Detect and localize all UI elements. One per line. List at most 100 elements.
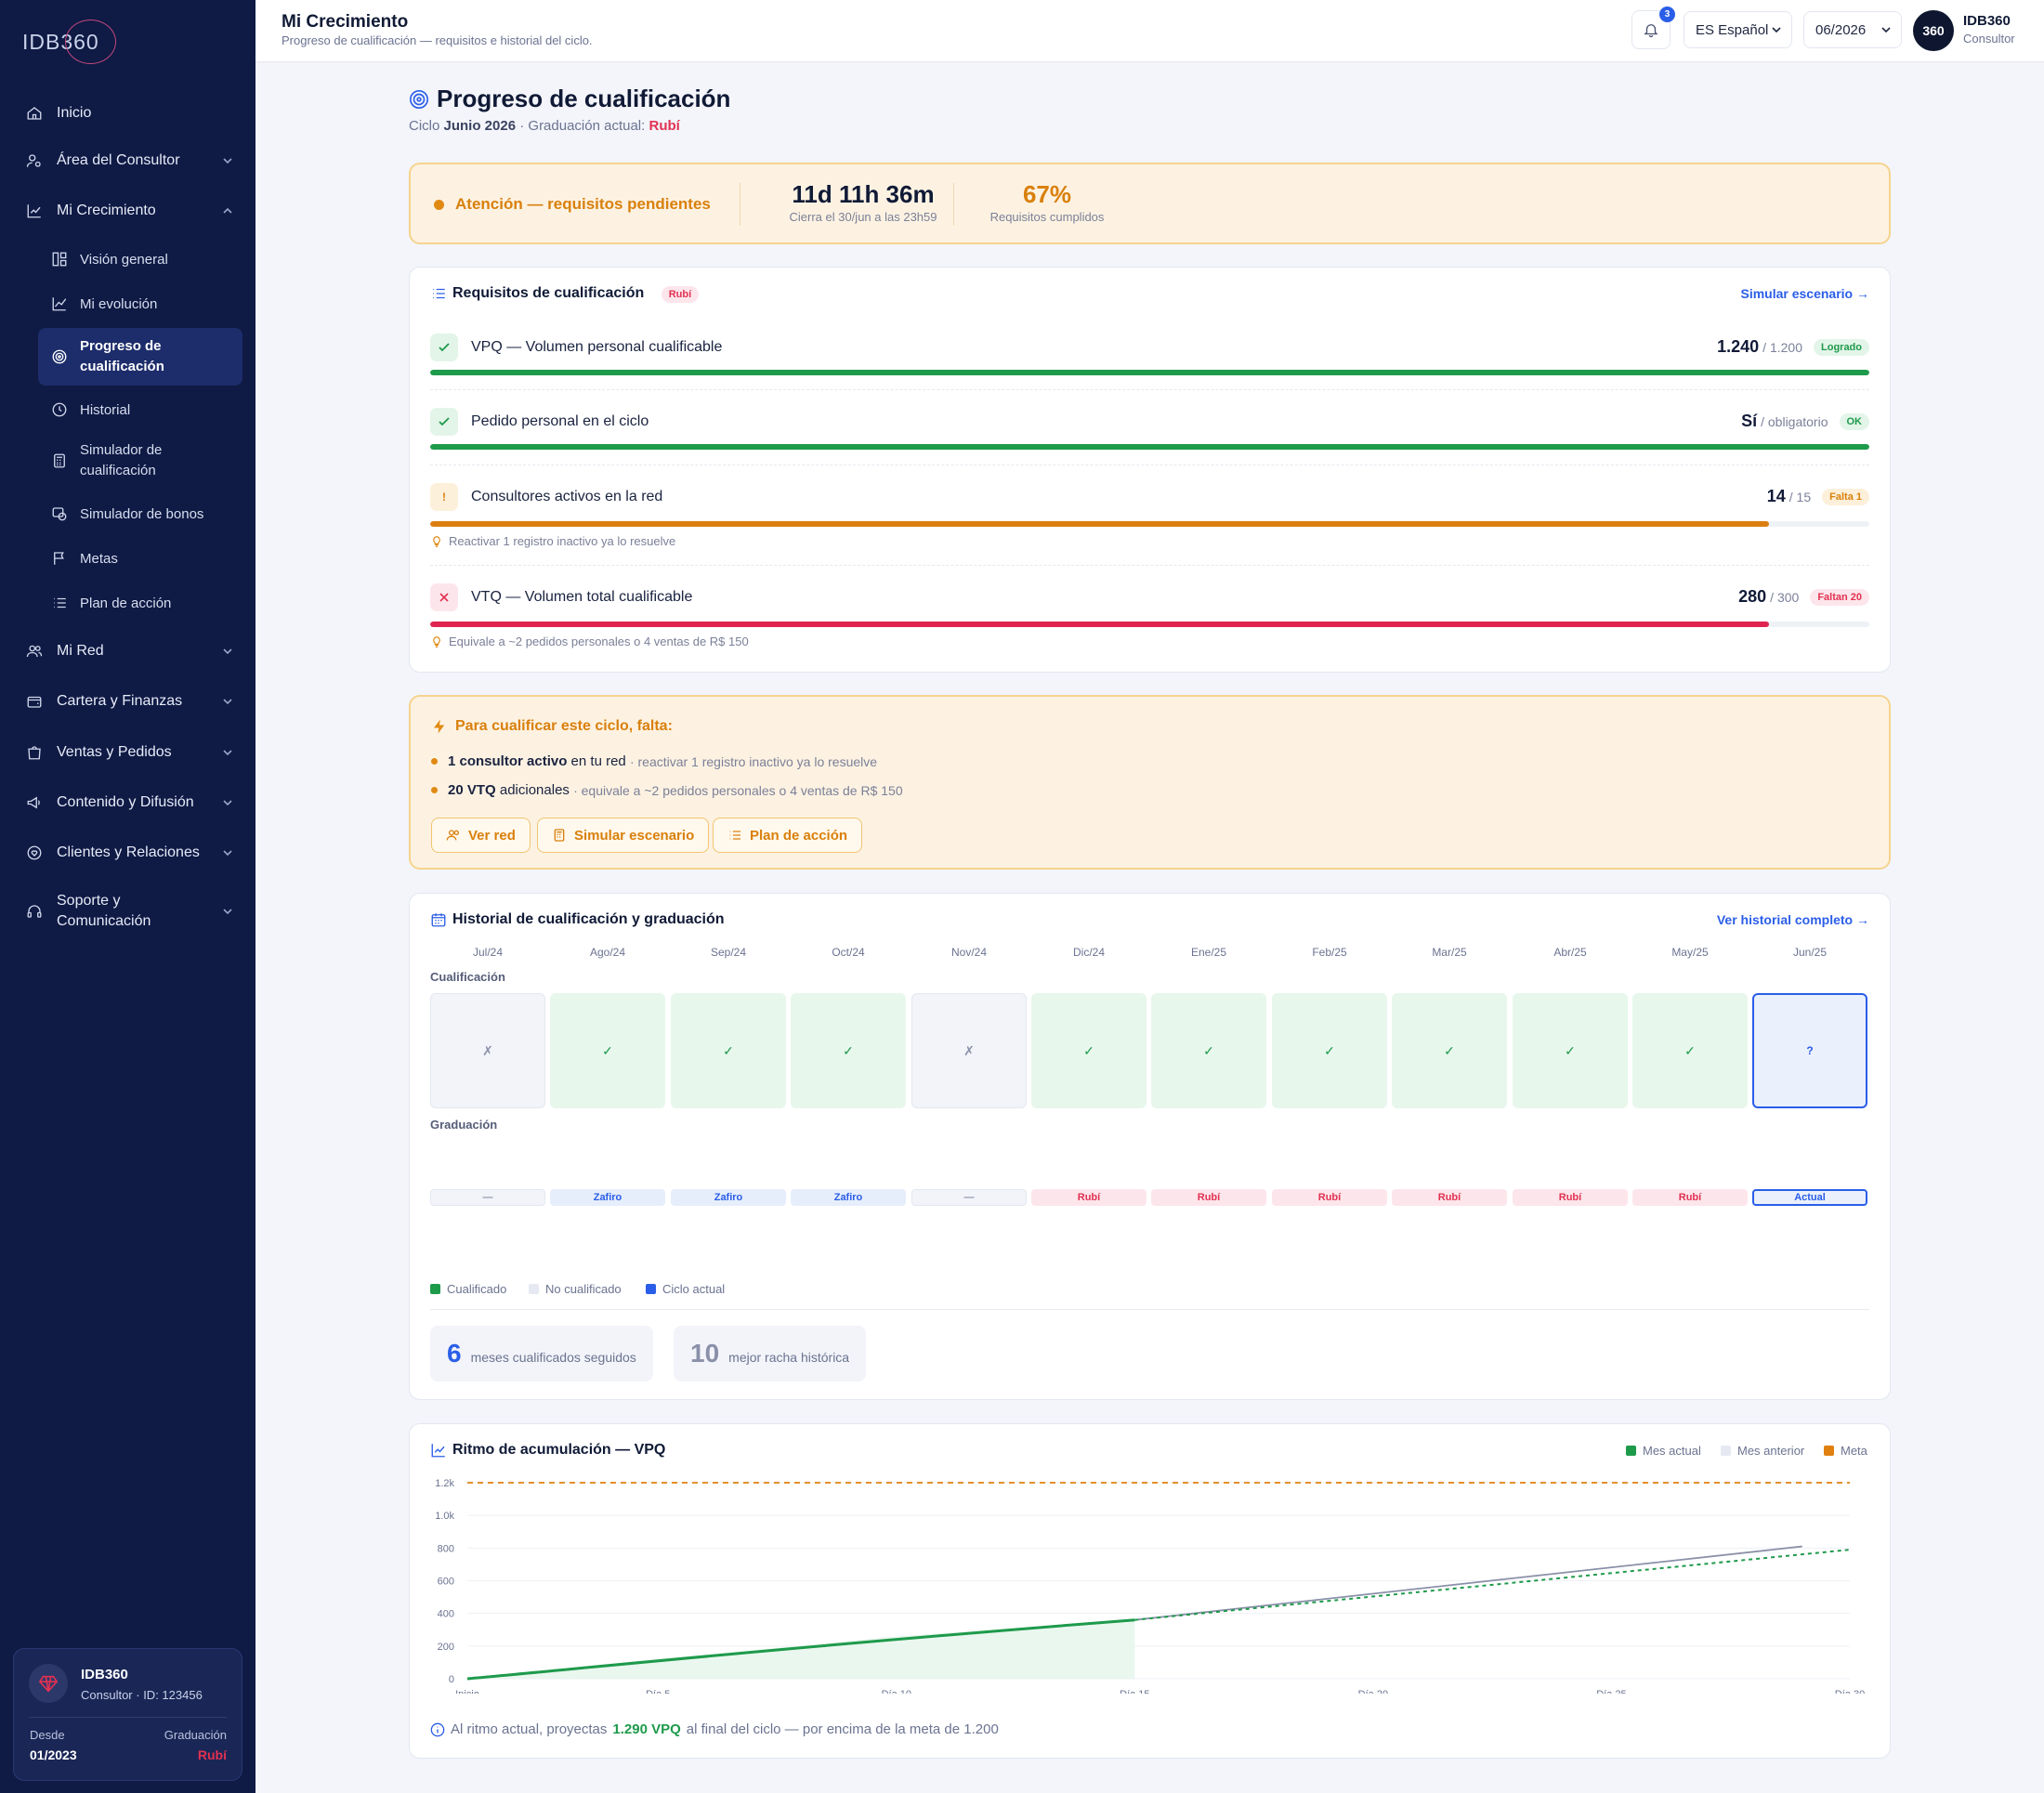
sidebar-item-mi-crecimiento[interactable]: Mi Crecimiento <box>25 201 234 221</box>
language-select[interactable]: ES Español <box>1684 11 1792 48</box>
requirement-label: VPQ — Volumen personal cualificable <box>471 339 723 355</box>
requirement-hint: Reactivar 1 registro inactivo ya lo resu… <box>430 534 675 548</box>
profile-sub: Consultor · ID: 123456 <box>81 1688 203 1702</box>
alert-countdown-label: Cierra el 30/jun a las 23h59 <box>789 210 937 224</box>
grade-badge: Rubí <box>661 286 700 303</box>
series-projection <box>1134 1549 1851 1621</box>
y-tick-label: 400 <box>438 1609 454 1620</box>
y-tick-label: 800 <box>438 1543 454 1554</box>
sidebar-subitem-mi-evolucion[interactable]: Mi evolución <box>50 294 236 314</box>
chevron-down-icon <box>1772 27 1781 33</box>
qualification-cell[interactable]: ✓ <box>1031 993 1146 1108</box>
sidebar-item-area-consultor[interactable]: Área del Consultor <box>25 151 234 171</box>
streak-current: 6 meses cualificados seguidos <box>430 1326 653 1381</box>
sidebar-item-mi-red[interactable]: Mi Red <box>25 641 234 661</box>
chevron-down-icon <box>1881 27 1891 33</box>
month-label: Dic/24 <box>1072 946 1105 959</box>
page-subtitle: Ciclo Junio 2026 · Graduación actual: Ru… <box>409 118 680 134</box>
cycle-select[interactable]: 06/2026 <box>1803 11 1902 48</box>
graduation-badge: Actual <box>1752 1189 1867 1206</box>
sidebar-subitem-active-bg <box>38 328 242 386</box>
qualification-cell[interactable]: ✓ <box>1151 993 1266 1108</box>
simulate-scenario-link[interactable]: Simular escenario → <box>1740 286 1869 301</box>
alert-banner: Atención — requisitos pendientes 11d 11h… <box>409 163 1891 244</box>
calculator-icon <box>50 452 69 470</box>
qualification-cell[interactable]: ✓ <box>1392 993 1507 1108</box>
divider <box>953 183 954 226</box>
requirement-row: ! Consultores activos en la red 14/ 15 Fa… <box>430 483 1869 548</box>
view-full-history-link[interactable]: Ver historial completo → <box>1716 912 1869 927</box>
sidebar-subitem-simulador-cualificacion[interactable]: Simulador de cualificación <box>50 440 236 481</box>
qualification-cell[interactable]: ? <box>1752 993 1867 1108</box>
qualification-cell[interactable]: ✓ <box>550 993 665 1108</box>
x-tick-label: Día 5 <box>646 1689 670 1694</box>
alert-percent: 67% <box>1022 180 1072 208</box>
sidebar-subitem-historial[interactable]: Historial <box>50 399 236 420</box>
divider <box>430 1309 1869 1310</box>
month-label: Jul/24 <box>472 946 504 959</box>
requirement-label: Pedido personal en el ciclo <box>471 413 649 429</box>
progress-bar <box>430 521 1869 527</box>
chevron-down-icon <box>223 158 232 164</box>
month-label: May/25 <box>1671 946 1709 959</box>
qualification-cell[interactable]: ✓ <box>1513 993 1628 1108</box>
history-card: Historial de cualificación y graduación … <box>409 893 1891 1400</box>
headset-icon <box>25 902 44 921</box>
warning-icon: ! <box>430 483 458 511</box>
bag-icon <box>25 743 44 762</box>
sidebar-subitem-plan-accion[interactable]: Plan de acción <box>50 593 236 613</box>
graduation-badge: — <box>911 1189 1027 1206</box>
missing-item: 1 consultor activo en tu red · reactivar… <box>431 753 877 769</box>
sidebar-subitem-progreso[interactable]: Progreso de cualificación <box>50 336 236 377</box>
user-avatar[interactable]: 360 <box>1913 10 1954 51</box>
requirement-value: 14/ 15 Falta 1 <box>1767 487 1869 506</box>
topbar: Mi Crecimiento Progreso de cualificación… <box>256 0 2044 62</box>
chart-line-icon <box>431 1444 445 1458</box>
series-previous <box>1134 1545 1802 1621</box>
graduation-badge: Zafiro <box>671 1189 786 1206</box>
qualification-cell[interactable]: ✓ <box>671 993 786 1108</box>
y-tick-label: 1.2k <box>435 1478 454 1489</box>
sidebar-profile-card[interactable]: IDB360 Consultor · ID: 123456 Desde 01/2… <box>13 1648 242 1781</box>
topbar-subtitle: Progreso de cualificación — requisitos e… <box>282 33 593 47</box>
profile-divider <box>29 1717 227 1718</box>
sidebar-item-ventas[interactable]: Ventas y Pedidos <box>25 742 234 763</box>
sidebar-item-clientes[interactable]: Clientes y Relaciones <box>25 843 234 863</box>
qualification-cell[interactable]: ✓ <box>1632 993 1748 1108</box>
action-plan-button[interactable]: Plan de acción <box>713 818 863 853</box>
month-label: Oct/24 <box>832 946 865 959</box>
sidebar-item-soporte[interactable]: Soporte y Comunicación <box>25 891 234 932</box>
sidebar-subitem-metas[interactable]: Metas <box>50 548 236 569</box>
simulate-scenario-button[interactable]: Simular escenario <box>537 818 710 853</box>
qualification-cell[interactable]: ✗ <box>911 993 1027 1108</box>
missing-card: Para cualificar este ciclo, falta: 1 con… <box>409 695 1891 870</box>
users-icon <box>25 642 44 661</box>
qualification-cell[interactable]: ✓ <box>791 993 906 1108</box>
notifications-button[interactable]: 3 <box>1631 7 1675 49</box>
app-logo[interactable]: IDB360 <box>22 19 116 65</box>
sidebar-subitem-simulador-bonos[interactable]: Simulador de bonos <box>50 504 236 524</box>
profile-name: IDB360 <box>81 1667 128 1682</box>
missing-title: Para cualificar este ciclo, falta: <box>455 718 673 734</box>
user-name[interactable]: IDB360 <box>1963 13 2011 29</box>
graduation-badge: Rubí <box>1151 1189 1266 1206</box>
sidebar: IDB360 Inicio Área del Consultor Mi Crec… <box>0 0 256 1793</box>
y-tick-label: 1.0k <box>435 1511 454 1522</box>
requirement-value: 1.240/ 1.200 Logrado <box>1717 337 1869 357</box>
progress-bar <box>430 622 1869 627</box>
sidebar-item-inicio[interactable]: Inicio <box>25 103 234 124</box>
month-label: Mar/25 <box>1432 946 1467 959</box>
view-network-button[interactable]: Ver red <box>431 818 531 853</box>
sidebar-item-contenido[interactable]: Contenido y Difusión <box>25 792 234 813</box>
sidebar-item-cartera[interactable]: Cartera y Finanzas <box>25 691 234 712</box>
qualification-cell[interactable]: ✗ <box>430 993 545 1108</box>
lightning-icon <box>434 719 445 734</box>
sidebar-subitem-vision-general[interactable]: Visión general <box>50 249 236 269</box>
progress-fill <box>430 444 1869 450</box>
month-label: Feb/25 <box>1312 946 1347 959</box>
progress-fill <box>430 370 1869 375</box>
qualification-cell[interactable]: ✓ <box>1272 993 1387 1108</box>
x-tick-label: Día 25 <box>1596 1689 1626 1694</box>
chevron-down-icon <box>223 648 232 655</box>
trend-icon <box>50 294 69 313</box>
